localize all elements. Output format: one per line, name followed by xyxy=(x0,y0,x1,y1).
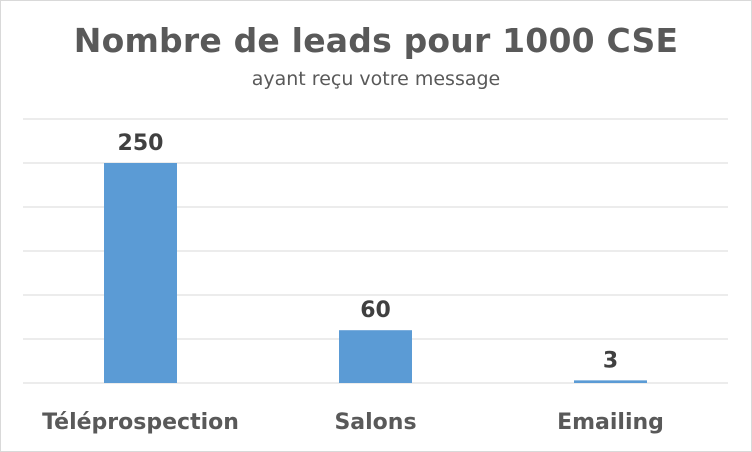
category-label-1: Salons xyxy=(334,410,416,435)
data-label-2: 3 xyxy=(603,348,618,373)
bar-1 xyxy=(339,330,412,383)
chart-title: Nombre de leads pour 1000 CSE xyxy=(73,21,679,60)
bar-0 xyxy=(104,163,177,383)
category-label-2: Emailing xyxy=(557,410,664,435)
category-label-0: Téléprospection xyxy=(42,410,239,435)
data-label-1: 60 xyxy=(360,298,391,323)
data-label-0: 250 xyxy=(118,131,164,156)
bar-2 xyxy=(574,380,647,383)
chart-subtitle: ayant reçu votre message xyxy=(251,68,501,90)
